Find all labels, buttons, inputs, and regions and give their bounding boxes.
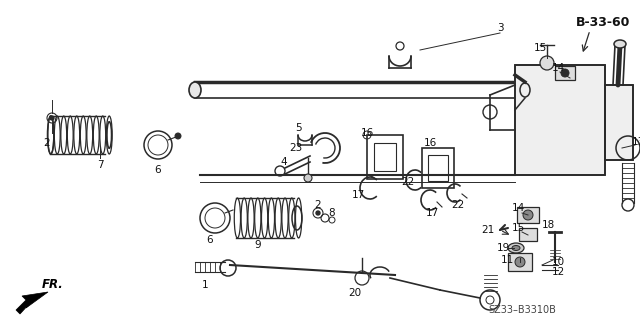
Text: 2: 2 (315, 200, 321, 210)
Text: 13: 13 (632, 137, 640, 147)
Bar (422, 148, 454, 188)
Text: 15: 15 (533, 43, 547, 53)
Circle shape (561, 69, 569, 77)
Text: 21: 21 (481, 225, 495, 235)
Text: 5: 5 (294, 123, 301, 133)
Bar (519, 228, 537, 241)
Text: 9: 9 (255, 240, 261, 250)
Bar (605, 85, 633, 160)
Text: 6: 6 (155, 165, 161, 175)
Text: FR.: FR. (42, 278, 64, 291)
Circle shape (540, 56, 554, 70)
Text: 17: 17 (351, 190, 365, 200)
Ellipse shape (512, 246, 520, 250)
Circle shape (175, 133, 181, 139)
Bar (555, 66, 575, 80)
Ellipse shape (614, 40, 626, 48)
Text: 19: 19 (497, 243, 509, 253)
Text: 14: 14 (511, 203, 525, 213)
Circle shape (515, 257, 525, 267)
Circle shape (316, 211, 320, 215)
Text: 11: 11 (500, 255, 514, 265)
Text: 22: 22 (401, 177, 415, 187)
Text: 17: 17 (426, 208, 438, 218)
Text: 22: 22 (451, 200, 465, 210)
Text: 16: 16 (424, 138, 436, 148)
Bar (508, 253, 532, 271)
Text: 23: 23 (289, 143, 303, 153)
Bar (374, 143, 396, 171)
Bar (428, 155, 448, 181)
Text: 16: 16 (360, 128, 374, 138)
Polygon shape (16, 292, 48, 314)
Bar (367, 135, 403, 179)
Text: 1: 1 (202, 280, 208, 290)
Bar (515, 65, 605, 175)
Ellipse shape (189, 82, 201, 98)
Text: 20: 20 (348, 288, 362, 298)
Text: 4: 4 (281, 157, 287, 167)
Circle shape (50, 116, 54, 120)
Text: B-33-60: B-33-60 (576, 17, 630, 29)
Circle shape (304, 174, 312, 182)
Bar (515, 65, 605, 175)
Text: 2: 2 (44, 138, 51, 148)
Text: 15: 15 (511, 223, 525, 233)
Bar (517, 207, 539, 223)
Ellipse shape (508, 243, 524, 253)
Circle shape (523, 210, 533, 220)
Text: 18: 18 (541, 220, 555, 230)
Text: SZ33–B3310B: SZ33–B3310B (488, 305, 556, 315)
Text: 14: 14 (552, 63, 564, 73)
Text: 6: 6 (207, 235, 213, 245)
Bar (605, 85, 633, 160)
Text: 12: 12 (552, 267, 564, 277)
Text: 10: 10 (552, 257, 564, 267)
Text: 8: 8 (329, 208, 335, 218)
Text: 3: 3 (497, 23, 503, 33)
Text: 7: 7 (97, 160, 103, 170)
